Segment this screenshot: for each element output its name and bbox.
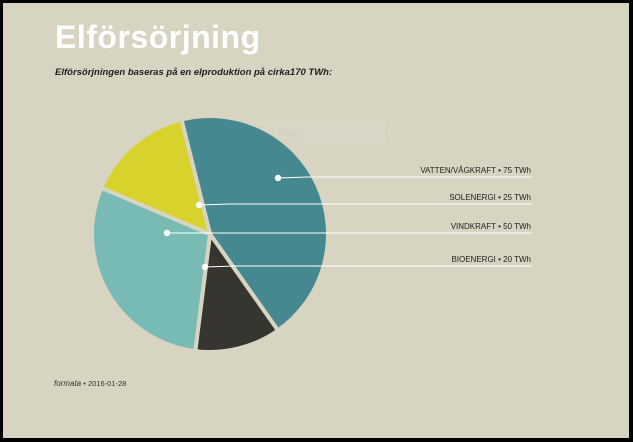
page-subtitle: Elförsörjningen baseras på en elprodukti… (55, 67, 333, 78)
pie-slice-solenergi (99, 117, 212, 236)
leader-line (277, 176, 532, 179)
pie-slice-bioenergi (193, 232, 280, 354)
footer-brand: formata (54, 379, 82, 388)
footer-separator: • (83, 379, 88, 388)
leader-dot (163, 229, 171, 237)
leader-line (204, 265, 532, 268)
pie-slice-vindkraft (90, 185, 212, 354)
leader-line (198, 203, 532, 206)
page-title: Elförsörjning (55, 19, 261, 55)
slice-label: SOLENERGI • 25 TWh (449, 193, 531, 202)
footer-date: 2016-01-28 (87, 379, 127, 388)
slice-label: VINDKRAFT • 50 TWh (451, 222, 531, 231)
leader-dot (195, 201, 203, 209)
slice-label: VATTEN/VÅGKRAFT • 75 TWh (420, 166, 531, 175)
leader-dot (201, 263, 209, 271)
footer: formata • 2016-01-28 (54, 379, 126, 388)
slice-label: BIOENERGI • 20 TWh (451, 255, 531, 264)
pie-slice-vatten-v-gkraft (179, 114, 330, 333)
leader-dot (274, 174, 282, 182)
